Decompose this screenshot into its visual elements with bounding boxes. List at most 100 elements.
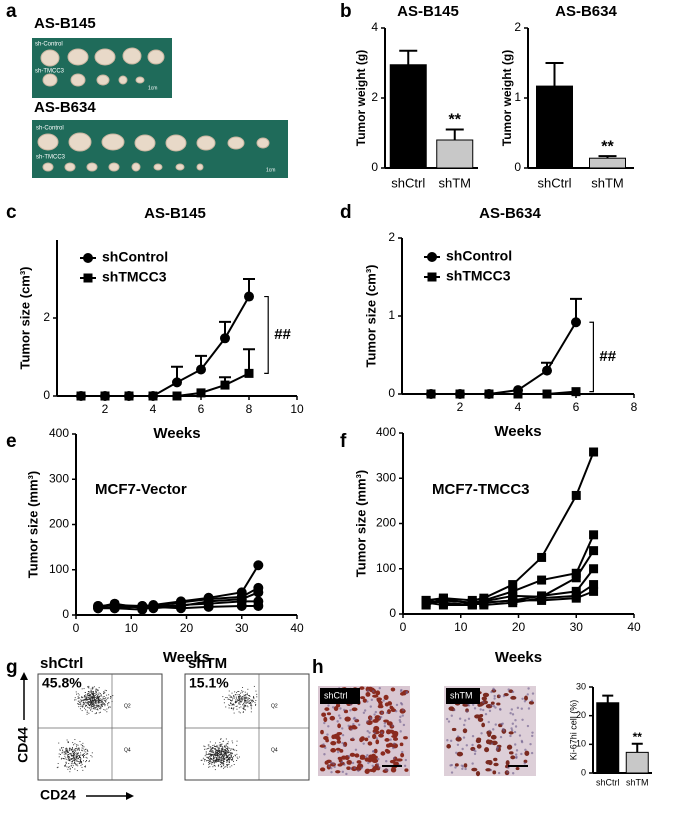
nucleus <box>385 760 388 763</box>
dot <box>80 761 82 763</box>
dot <box>65 748 67 750</box>
dot <box>231 740 233 742</box>
dot <box>84 766 86 768</box>
dot <box>67 751 69 752</box>
dot <box>215 757 217 759</box>
dot <box>85 765 86 767</box>
dot <box>88 692 90 694</box>
dot <box>74 739 76 741</box>
dot <box>77 747 79 749</box>
dot <box>220 738 221 740</box>
dot <box>210 747 212 749</box>
nucleus <box>364 769 370 774</box>
dot <box>63 758 65 760</box>
nucleus <box>520 707 523 710</box>
dot <box>65 747 67 749</box>
dot <box>70 765 72 767</box>
dot <box>82 702 84 704</box>
dot <box>212 747 214 749</box>
y-tick-label: 10 <box>576 739 586 749</box>
dot <box>210 751 212 753</box>
dot <box>243 707 244 709</box>
dot <box>91 696 93 698</box>
dot <box>218 750 220 752</box>
dot <box>231 765 233 767</box>
nucleus <box>366 720 369 723</box>
dot <box>240 697 242 699</box>
dot <box>86 699 88 701</box>
dot <box>233 712 235 714</box>
dot <box>98 698 100 700</box>
dot <box>236 740 238 742</box>
nucleus <box>480 732 483 735</box>
dot <box>220 751 222 753</box>
dot <box>237 691 239 692</box>
marker <box>589 530 599 540</box>
error-bar <box>545 62 564 87</box>
nucleus <box>510 729 514 732</box>
dot <box>87 694 89 696</box>
nucleus <box>485 768 492 772</box>
nucleus <box>392 737 399 741</box>
nucleus <box>506 771 509 774</box>
dot <box>67 757 69 759</box>
dot <box>215 761 217 762</box>
dot <box>98 705 100 707</box>
dot <box>212 761 213 763</box>
dot <box>101 702 103 704</box>
dot <box>220 752 222 754</box>
dot <box>70 755 72 757</box>
dot <box>218 744 220 746</box>
dot <box>86 696 88 698</box>
dot <box>77 754 79 756</box>
dot <box>210 760 212 762</box>
dot <box>219 745 221 747</box>
annotation: ** <box>449 112 462 129</box>
nucleus <box>510 755 516 760</box>
dot <box>95 688 97 690</box>
dot <box>234 754 236 756</box>
dot <box>81 750 83 752</box>
dot <box>222 740 224 742</box>
nucleus <box>513 730 517 734</box>
dot <box>89 705 91 707</box>
dot <box>200 759 202 761</box>
dot <box>93 705 95 707</box>
nucleus <box>514 743 517 746</box>
nucleus <box>531 692 535 695</box>
dot <box>241 692 243 694</box>
dot <box>240 698 242 700</box>
dot <box>201 759 203 761</box>
nucleus <box>514 719 517 722</box>
nucleus <box>450 714 453 717</box>
dot <box>97 697 99 699</box>
dot <box>86 712 88 713</box>
x-axis-label: Weeks <box>494 423 541 440</box>
dot <box>242 696 244 698</box>
dot <box>79 762 81 764</box>
nucleus <box>355 718 358 721</box>
dot <box>245 697 247 699</box>
dot <box>90 692 92 694</box>
quadrant: Q4 <box>124 747 131 753</box>
dot <box>246 694 248 695</box>
dot <box>72 755 73 757</box>
dot <box>220 766 222 768</box>
dot <box>209 741 211 743</box>
bar <box>536 85 573 169</box>
dot <box>90 700 92 702</box>
dot <box>62 747 64 749</box>
dot <box>215 750 217 752</box>
dot <box>223 757 225 759</box>
dot <box>233 749 235 751</box>
dot <box>88 691 90 693</box>
dot <box>206 756 208 758</box>
dot <box>73 762 75 764</box>
dot <box>75 750 77 752</box>
dot <box>95 690 97 692</box>
dot <box>225 752 227 754</box>
nucleus <box>357 723 361 727</box>
dot <box>68 757 70 759</box>
dot <box>218 749 220 751</box>
dot <box>77 693 79 695</box>
